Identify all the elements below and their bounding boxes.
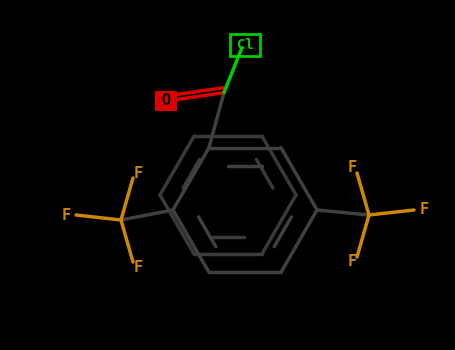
Text: F: F bbox=[133, 166, 142, 181]
Text: F: F bbox=[61, 208, 71, 223]
Text: Cl: Cl bbox=[237, 38, 253, 52]
Text: F: F bbox=[348, 254, 357, 270]
Text: O: O bbox=[162, 93, 171, 108]
Bar bbox=[230, 34, 260, 56]
Bar bbox=[155, 91, 177, 111]
Text: F: F bbox=[133, 259, 142, 274]
Text: F: F bbox=[348, 161, 357, 175]
Text: F: F bbox=[420, 203, 429, 217]
